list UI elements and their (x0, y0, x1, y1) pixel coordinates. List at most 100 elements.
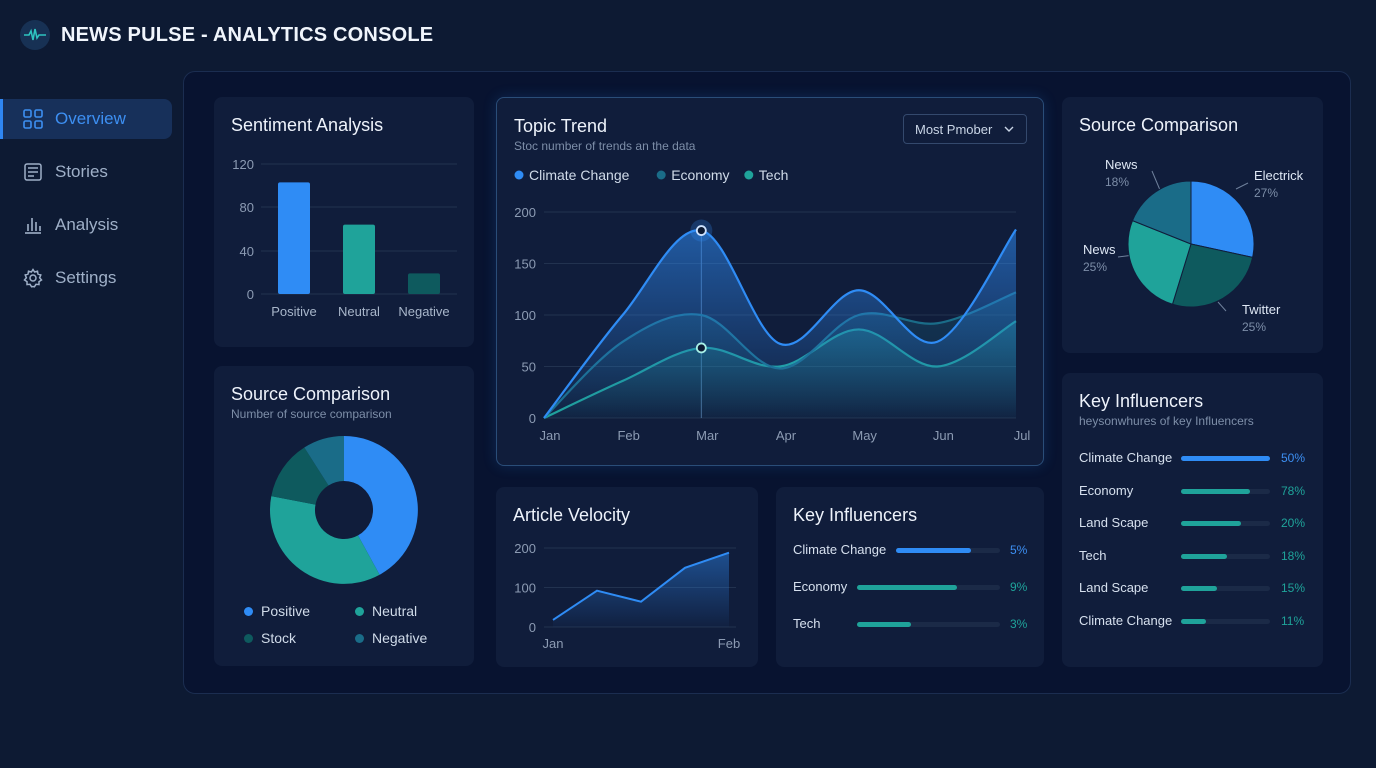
nav-item-label: Settings (55, 268, 117, 287)
article-velocity-card: Article Velocity 0 100 200 Jan Feb (496, 487, 758, 667)
influencer-bar-fill (1181, 488, 1251, 494)
influencer-bar-fill (857, 622, 912, 627)
legend-label: Tech (759, 167, 789, 183)
x-tick-label: Apr (776, 428, 797, 443)
legend-label: Economy (671, 167, 729, 183)
donut-slice-positive (344, 436, 418, 575)
influencer-bar-track (1181, 521, 1270, 526)
bar-neutral (343, 224, 375, 294)
pie-label: News (1105, 157, 1138, 172)
pie-value: 27% (1254, 186, 1278, 200)
legend-item: Climate Change (514, 167, 630, 183)
influencer-bar-fill (857, 585, 958, 590)
pie-slice-twitter (1171, 243, 1254, 308)
x-tick-label: Jun (933, 428, 954, 443)
influencer-value: 5% (1010, 543, 1028, 557)
influencer-bar-track (896, 548, 1000, 553)
influencer-bar-track (857, 622, 1000, 627)
x-tick-label: Jan (543, 636, 564, 651)
card-title: Key Influencers (1079, 391, 1204, 411)
highlight-point (695, 342, 707, 354)
card-subtitle: Number of source comparison (231, 407, 392, 421)
influencer-label: Climate Change (1079, 612, 1173, 628)
legend-dot (656, 170, 666, 180)
key-influencers-card: Key Influencers Climate Change 5% Economy 9… (776, 487, 1044, 667)
article-velocity-chart: 0 100 200 Jan Feb (514, 541, 740, 651)
y-tick-label: 0 (529, 620, 536, 635)
influencer-bar-fill (896, 548, 971, 553)
nav-item-label: Analysis (55, 215, 119, 234)
line-climate-change (543, 228, 1017, 419)
y-tick-label: 100 (514, 581, 536, 596)
legend-dot (244, 606, 253, 616)
velocity-area (553, 552, 729, 627)
topic-trend-card: Topic Trend Stoc number of trends an the… (496, 97, 1044, 466)
card-title: Topic Trend (514, 116, 608, 136)
donut-slice-stock (271, 447, 329, 505)
nav-item-overview[interactable]: Overview (0, 99, 172, 139)
nav-item-stories[interactable]: Stories (0, 152, 172, 192)
pie-label: Electrick (1254, 168, 1304, 183)
influencer-bar-fill (1181, 618, 1206, 624)
influencer-label: Tech (793, 616, 821, 631)
legend-item: Tech (744, 167, 788, 183)
grid-icon (22, 108, 44, 130)
card-title: Sentiment Analysis (231, 115, 384, 135)
influencer-label: Climate Change (1079, 450, 1173, 465)
influencer-bar-fill (1181, 521, 1241, 526)
card-subtitle: Stoc number of trends an the data (514, 139, 696, 153)
pie-value: 25% (1242, 320, 1266, 334)
source-donut-card: Source Comparison Number of source compa… (214, 366, 474, 666)
legend-dot (355, 606, 364, 616)
y-tick-label: 100 (514, 308, 536, 323)
pie-label: Twitter (1242, 302, 1281, 317)
sidebar-nav: Overview Stories Analysis Settings (0, 99, 172, 311)
nav-item-analysis[interactable]: Analysis (0, 205, 172, 245)
bar-chart-icon (22, 214, 44, 236)
legend-label: Climate Change (529, 167, 630, 183)
y-tick-label: 150 (514, 257, 536, 272)
sentiment-card: Sentiment Analysis 120 80 40 0 Positive N… (214, 97, 474, 347)
influencer-value: 15% (1281, 581, 1306, 595)
donut-slice-negative (304, 435, 344, 486)
x-tick-label: Jan (540, 428, 561, 443)
nav-item-label: Overview (55, 109, 126, 128)
influencer-bar-fill (1181, 586, 1217, 591)
legend-dot (514, 170, 524, 180)
influencer-label: Economy (793, 579, 848, 594)
influencer-bar-track (1181, 488, 1270, 494)
legend-dot (244, 633, 253, 643)
influencer-label: Land Scape (1079, 515, 1149, 530)
app-header: NEWS PULSE - ANALYTICS CONSOLE (20, 18, 433, 52)
highlight-point (695, 225, 707, 236)
y-tick-label: 120 (232, 157, 254, 172)
pie-slice-electrick (1190, 180, 1255, 258)
legend-item-stock: Stock (244, 630, 296, 646)
x-tick-label: Positive (271, 304, 317, 319)
influencer-value: 20% (1281, 516, 1306, 530)
sort-dropdown[interactable]: Most Pmober (903, 114, 1027, 144)
y-tick-label: 200 (514, 541, 536, 556)
pie-slice-news (1131, 180, 1192, 245)
nav-item-label: Stories (55, 162, 108, 181)
influencer-value: 9% (1010, 580, 1028, 594)
source-pie-card: Source Comparison Electrick 27% News 18%… (1062, 97, 1323, 353)
y-tick-label: 40 (240, 244, 254, 259)
influencer-bar-track (857, 585, 1000, 590)
legend-item-negative: Negative (355, 630, 427, 646)
legend-dot (744, 170, 754, 180)
bar-positive (278, 182, 310, 294)
legend-item-neutral: Neutral (355, 603, 417, 619)
donut-slice-neutral (269, 496, 380, 584)
gear-icon (22, 267, 44, 289)
dropdown-value: Most Pmober (915, 121, 993, 137)
pulse-icon (20, 20, 50, 50)
y-tick-label: 200 (514, 205, 536, 220)
card-title: Source Comparison (1079, 115, 1239, 135)
nav-item-settings[interactable]: Settings (0, 258, 172, 298)
topic-trend-chart: 0 50 100 150 200 Jan Feb Mar Apr May Jun Jul Climate… (514, 167, 1031, 443)
legend-item-positive: Positive (244, 603, 310, 619)
x-tick-label: Jul (1014, 428, 1031, 443)
card-title: Source Comparison (231, 384, 391, 404)
influencer-bar-track (1181, 586, 1270, 591)
